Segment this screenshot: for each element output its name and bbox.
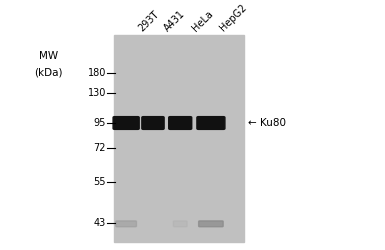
Text: 55: 55 (94, 177, 106, 187)
Text: 95: 95 (94, 118, 106, 128)
Text: HeLa: HeLa (191, 8, 215, 33)
Text: (kDa): (kDa) (34, 68, 63, 78)
FancyBboxPatch shape (142, 117, 164, 130)
Text: 43: 43 (94, 218, 106, 228)
Bar (114, 36, 244, 242)
FancyBboxPatch shape (113, 117, 139, 130)
FancyBboxPatch shape (197, 117, 225, 130)
FancyBboxPatch shape (173, 221, 187, 227)
FancyBboxPatch shape (199, 221, 223, 227)
Text: ← Ku80: ← Ku80 (248, 118, 286, 128)
Text: 293T: 293T (137, 9, 161, 33)
Text: A431: A431 (162, 8, 187, 33)
FancyBboxPatch shape (169, 117, 192, 130)
FancyBboxPatch shape (116, 221, 137, 227)
Text: MW: MW (39, 51, 58, 61)
Text: HepG2: HepG2 (218, 2, 248, 33)
Text: 72: 72 (94, 143, 106, 153)
Text: 130: 130 (88, 88, 106, 99)
Text: 180: 180 (88, 68, 106, 78)
